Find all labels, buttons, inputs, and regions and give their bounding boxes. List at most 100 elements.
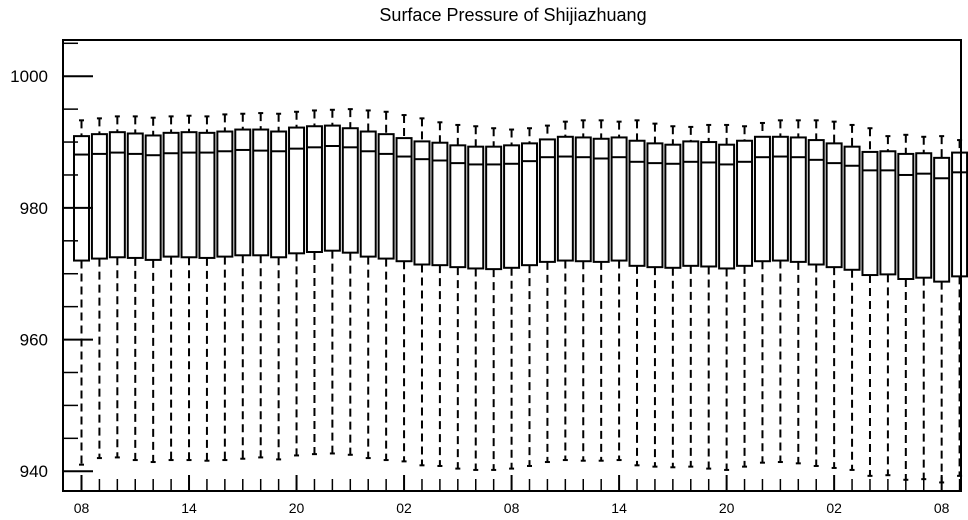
y-tick-label: 940 (20, 462, 48, 481)
iqr-box (628, 139, 646, 267)
box-group (521, 127, 538, 467)
iqr-box (843, 145, 861, 271)
box-group (73, 119, 90, 466)
x-tick-label: 14 (611, 500, 627, 516)
box-group (700, 123, 718, 470)
box-group (108, 115, 126, 459)
iqr-box (341, 127, 359, 254)
iqr-box (521, 142, 538, 267)
iqr-box (270, 130, 288, 259)
x-tick-label: 02 (396, 500, 412, 516)
box-group (628, 119, 646, 467)
box-group (897, 133, 915, 481)
x-tick-label: 14 (181, 500, 197, 516)
iqr-box (538, 138, 556, 263)
iqr-box (718, 143, 736, 270)
box-group (288, 110, 306, 457)
box-group (646, 122, 664, 468)
iqr-box (789, 136, 807, 263)
iqr-box (933, 156, 951, 283)
iqr-box (234, 128, 252, 257)
box-group (915, 135, 933, 481)
x-tick-label: 02 (826, 500, 842, 516)
box-group (951, 139, 968, 477)
axes-layer: 940 960 980 1000 08 14 20 02 08 14 20 02 08 (10, 42, 961, 516)
iqr-box (73, 135, 90, 262)
box-group (933, 135, 951, 484)
x-tick-label: 08 (934, 500, 950, 516)
box-group (843, 123, 861, 471)
iqr-box (610, 136, 628, 262)
box-group (485, 127, 503, 471)
iqr-box (951, 151, 968, 278)
box-group (538, 124, 556, 464)
x-tick-label: 08 (504, 500, 520, 516)
box-group (592, 119, 610, 462)
x-tick-label: 08 (74, 500, 90, 516)
iqr-box (771, 135, 789, 262)
box-group (771, 119, 789, 464)
iqr-box (682, 140, 700, 267)
box-group (807, 119, 825, 467)
iqr-box (467, 145, 485, 270)
iqr-box (736, 139, 754, 267)
box-group (377, 110, 395, 462)
y-tick-label: 960 (20, 331, 48, 350)
iqr-box (431, 141, 449, 267)
iqr-box (108, 131, 126, 259)
iqr-box (126, 132, 144, 259)
plot-frame (62, 39, 962, 492)
box-group (449, 123, 467, 470)
box-group (736, 125, 754, 468)
iqr-box (915, 152, 933, 279)
box-group (252, 112, 270, 459)
box-group (90, 117, 108, 460)
iqr-box (503, 144, 521, 269)
iqr-box (825, 142, 843, 269)
box-group (879, 135, 897, 477)
chart-title: Surface Pressure of Shijiazhuang (379, 5, 646, 25)
iqr-box (664, 143, 682, 269)
iqr-box (252, 128, 270, 257)
iqr-box (162, 131, 180, 258)
box-group (825, 120, 843, 469)
y-tick-label: 980 (20, 199, 48, 218)
iqr-box (198, 131, 216, 259)
iqr-box (395, 137, 413, 263)
x-tick-label: 20 (289, 500, 305, 516)
box-group (789, 119, 807, 465)
iqr-box (180, 131, 198, 259)
box-group (556, 120, 574, 462)
box-group (718, 123, 736, 471)
iqr-box (556, 135, 574, 262)
iqr-box (413, 140, 431, 266)
iqr-box (90, 133, 108, 260)
box-group (323, 108, 341, 455)
box-group (180, 114, 198, 462)
iqr-box (592, 137, 610, 263)
iqr-box (359, 130, 377, 258)
box-group (359, 109, 377, 460)
iqr-box (216, 130, 234, 258)
iqr-box (323, 124, 341, 252)
iqr-box (144, 134, 162, 261)
iqr-box (700, 141, 718, 268)
box-group (413, 117, 431, 467)
boxes-layer (73, 108, 968, 484)
box-group (861, 127, 879, 477)
iqr-box (897, 152, 915, 280)
iqr-box (807, 139, 825, 266)
box-group (144, 116, 162, 464)
box-group (753, 121, 771, 464)
box-group (216, 113, 234, 462)
box-group (234, 112, 252, 460)
iqr-box (449, 144, 467, 269)
iqr-box (305, 125, 323, 254)
iqr-box (861, 150, 879, 277)
iqr-box (753, 135, 771, 263)
box-group (270, 112, 288, 461)
box-group (574, 119, 592, 462)
iqr-box (574, 136, 592, 263)
